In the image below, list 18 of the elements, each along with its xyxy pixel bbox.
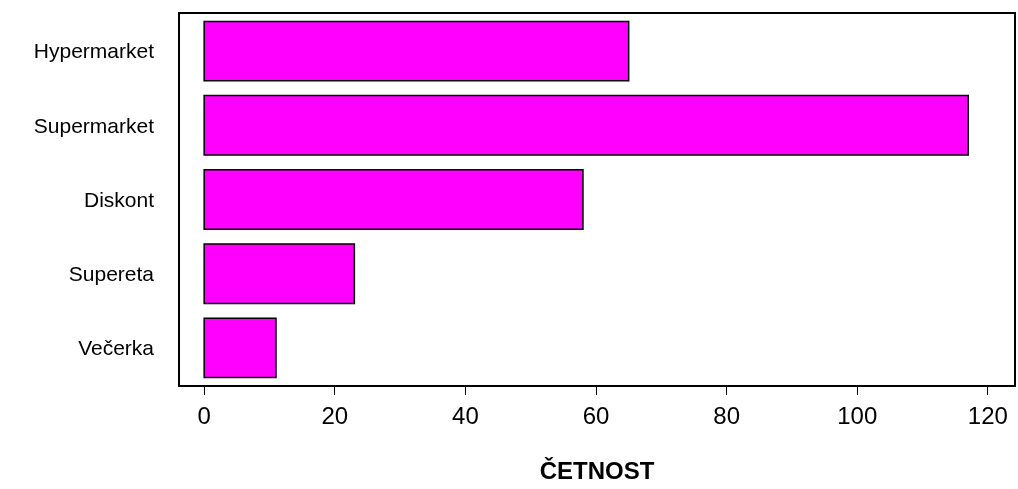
bar [203, 20, 630, 82]
x-tick-label: 120 [967, 401, 1008, 429]
y-tick-label: Diskont [84, 187, 155, 211]
x-tick-label: 40 [452, 401, 479, 429]
y-tick-label: Večerka [78, 336, 155, 360]
y-tick-label: Hypermarket [33, 39, 155, 63]
bar [203, 169, 584, 230]
x-tick-label: 100 [837, 401, 878, 429]
x-axis-title: ČETNOST [539, 457, 655, 485]
y-tick-label: Supereta [68, 262, 155, 286]
y-tick-label: Supermarket [33, 113, 155, 137]
bar [203, 94, 970, 156]
bar [203, 317, 277, 379]
x-tick-label: 80 [713, 401, 740, 429]
x-tick-label: 20 [321, 401, 349, 429]
x-tick-label: 0 [197, 401, 211, 429]
x-tick-label: 60 [582, 401, 610, 429]
bar [203, 243, 356, 305]
